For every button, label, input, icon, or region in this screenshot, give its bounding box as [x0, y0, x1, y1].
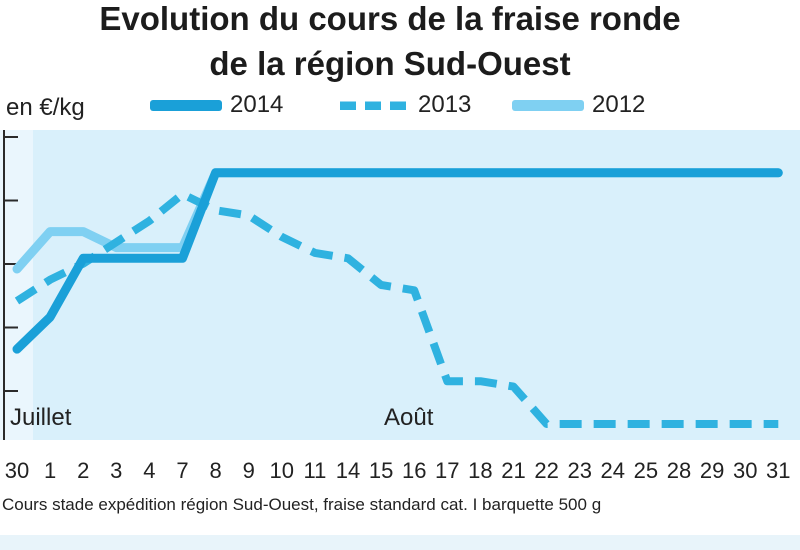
x-tick-label: 1 [44, 458, 56, 483]
legend-label-2014: 2014 [230, 91, 284, 118]
y-axis-unit-label: en €/kg [6, 94, 85, 121]
x-tick-label: 14 [336, 458, 360, 483]
plot-area-left-strip [0, 130, 33, 440]
x-tick-label: 31 [766, 458, 790, 483]
x-tick-label: 16 [402, 458, 426, 483]
x-tick-label: 25 [634, 458, 658, 483]
plot-area [33, 130, 800, 440]
x-tick-label: 7 [176, 458, 188, 483]
month-label-juillet: Juillet [10, 404, 72, 431]
legend-label-2012: 2012 [592, 91, 646, 118]
x-tick-label: 11 [303, 458, 326, 483]
x-tick-label: 23 [567, 458, 591, 483]
x-tick-label: 2 [77, 458, 89, 483]
chart-title-line-1: Evolution du cours de la fraise ronde [99, 0, 681, 37]
x-tick-label: 4 [143, 458, 155, 483]
legend-item-2014: 2014 [150, 91, 283, 119]
x-tick-label: 17 [435, 458, 459, 483]
x-tick-label: 30 [5, 458, 29, 483]
x-tick-label: 22 [534, 458, 558, 483]
x-tick-label: 15 [369, 458, 393, 483]
x-tick-label: 9 [243, 458, 255, 483]
x-tick-label: 21 [501, 458, 525, 483]
source-note: Cours stade expédition région Sud-Ouest,… [2, 495, 602, 514]
x-tick-label: 28 [667, 458, 691, 483]
legend-item-2012: 2012 [512, 91, 645, 119]
legend-swatch-2012 [512, 99, 584, 111]
legend-item-2013: 2013 [338, 91, 471, 119]
x-tick-label: 30 [733, 458, 757, 483]
chart-title-line-2: de la région Sud-Ouest [209, 45, 571, 82]
series-line-2014 [12, 168, 783, 354]
month-label-aout: Août [384, 404, 434, 431]
footer-band [0, 535, 800, 550]
x-tick-label: 29 [700, 458, 724, 483]
x-tick-label: 24 [601, 458, 625, 483]
x-tick-label: 8 [209, 458, 221, 483]
legend-label-2013: 2013 [418, 91, 472, 118]
legend-swatch-2013 [340, 101, 408, 110]
x-tick-label: 18 [468, 458, 492, 483]
x-tick-label: 3 [110, 458, 122, 483]
x-tick-label: 10 [270, 458, 294, 483]
legend-swatch-2014 [150, 99, 222, 111]
series-line-2013 [14, 190, 779, 428]
